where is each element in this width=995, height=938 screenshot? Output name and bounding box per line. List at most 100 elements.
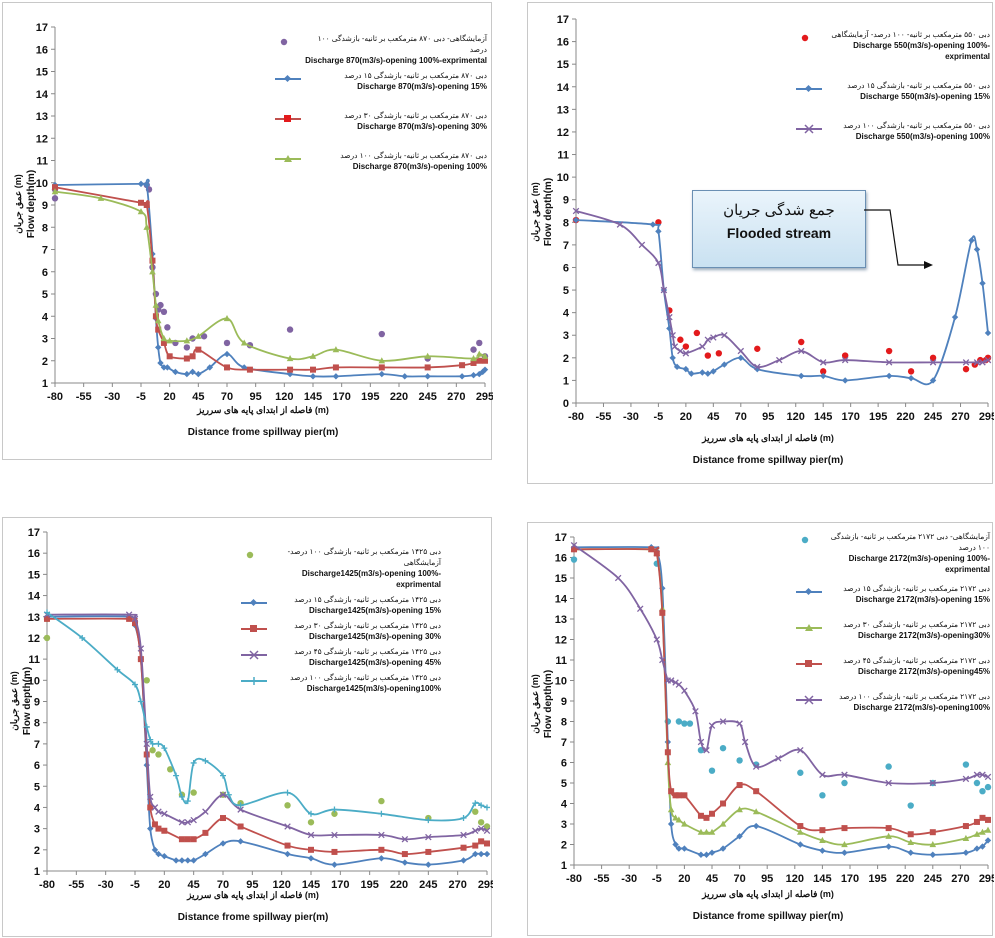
data-point: [157, 301, 164, 309]
x-axis-label-en: Distance frome spillway pier(m): [177, 912, 329, 923]
legend-item: دبی ۲۱۷۲ مترمکعب بر ثانیه- بازشدگی ۱۰۰ د…: [796, 691, 990, 713]
series-marker: [885, 843, 892, 850]
series-marker: [819, 836, 826, 843]
y-tick-label: 14: [36, 89, 49, 101]
x-tick-label: -5: [130, 879, 140, 891]
data-point: [979, 788, 986, 795]
x-tick-label: 20: [680, 411, 692, 423]
series-marker: [378, 846, 385, 853]
series-marker: [703, 851, 710, 858]
data-point: [962, 761, 970, 768]
data-point: [143, 677, 150, 684]
legend-en: Discharge1425(m3/s)-opening 100%-exprime…: [301, 569, 441, 589]
series: [52, 184, 488, 373]
x-tick-label: -30: [623, 411, 639, 423]
y-tick-label: 12: [557, 127, 569, 139]
y-tick-label: 7: [561, 737, 567, 749]
series-marker: [284, 850, 291, 858]
series-marker: [195, 370, 202, 378]
chart-panel-870: 1 2 3 4 5 6 7 8 9 10 11 12 13 14 15 16 17 -80 -55 -30 -5 20 45…: [2, 2, 493, 460]
series-marker: [973, 246, 981, 253]
y-axis-label-en: Flow depth(m): [543, 669, 554, 739]
x-tick-label: 70: [735, 411, 747, 423]
legend-symbol-scatter: [801, 536, 809, 544]
series-marker: [667, 677, 675, 684]
series: [44, 609, 490, 824]
y-tick-label: 14: [557, 82, 570, 94]
series-marker: [219, 840, 227, 847]
legend-en: Discharge1425(m3/s)-opening100%: [306, 684, 441, 693]
legend-symbol-line: [241, 650, 267, 660]
series-marker: [378, 855, 385, 862]
legend-fa: دبی ۲۱۷۲ مترمکعب بر ثانیه- بازشدگی ۴۵ در…: [843, 656, 990, 665]
series-marker: [697, 828, 705, 835]
series-marker: [682, 350, 690, 357]
series-marker: [962, 359, 970, 366]
x-tick-label: -55: [68, 879, 84, 891]
series-marker: [132, 620, 138, 627]
legend-en: Discharge 2172(m3/s)-opening45%: [857, 667, 990, 676]
series-marker: [659, 585, 666, 592]
series-marker: [929, 841, 937, 848]
x-tick-label: 20: [158, 879, 170, 891]
x-tick-label: 295: [979, 411, 994, 423]
series-marker: [841, 841, 848, 848]
series-marker: [237, 806, 244, 813]
series-marker: [378, 357, 386, 364]
series-marker: [401, 851, 408, 858]
series-marker: [223, 314, 231, 322]
series-marker: [819, 827, 826, 834]
series-marker: [484, 840, 490, 847]
y-tick-label: 10: [557, 172, 569, 184]
chart-legend: دبی ۱۴۲۵ مترمکعب بر ثانیه- بازشدگی ۱۰۰ د…: [241, 546, 441, 698]
series-marker: [472, 827, 479, 835]
y-axis-label-fa: عمق جریان (m): [530, 182, 540, 242]
series-marker: [962, 834, 970, 841]
legend-symbol-line: [796, 695, 822, 705]
series-marker: [572, 216, 580, 224]
series-marker: [984, 329, 992, 337]
series-marker: [138, 199, 144, 206]
x-tick-label: 95: [250, 391, 262, 403]
series-marker: [669, 354, 676, 362]
legend-en: Discharge 550(m3/s)-opening 100%: [855, 132, 990, 141]
data-point: [286, 326, 294, 333]
y-tick-label: 17: [36, 22, 48, 34]
series-marker: [655, 259, 662, 267]
x-tick-label: 95: [246, 879, 258, 891]
y-tick-label: 2: [42, 356, 48, 368]
y-tick-label: 15: [36, 67, 48, 79]
x-tick-label: 245: [924, 873, 942, 885]
series-marker: [962, 823, 969, 830]
x-tick-label: 295: [476, 391, 493, 403]
series-marker: [223, 350, 231, 358]
y-tick-label: 10: [28, 675, 40, 687]
legend-fa: دبی ۲۱۷۲ مترمکعب بر ثانیه- بازشدگی ۱۵ در…: [843, 584, 990, 593]
series-marker: [143, 723, 150, 730]
series-marker: [483, 850, 491, 858]
series-marker: [984, 826, 992, 833]
legend-en: Discharge 2172(m3/s)-opening 15%: [855, 595, 990, 604]
y-tick-label: 4: [563, 308, 570, 320]
flooded-stream-callout: جمع شدگی جریان Flooded stream: [692, 190, 866, 268]
series-marker: [614, 574, 622, 582]
series-marker: [151, 821, 158, 828]
x-tick-label: 145: [813, 873, 831, 885]
series-marker: [470, 355, 477, 362]
series-marker: [481, 366, 489, 373]
data-point: [378, 797, 385, 805]
x-tick-label: 95: [762, 411, 774, 423]
series-marker: [219, 791, 227, 798]
legend-item: دبی ۵۵۰ مترمکعب بر ثانیه- بازشدگی ۱۵ درص…: [796, 80, 990, 102]
legend-item: دبی ۵۵۰ مترمکعب بر ثانیه- ۱۰۰ درصد- آزما…: [796, 29, 990, 62]
series-marker: [143, 740, 150, 748]
series-marker: [178, 836, 185, 843]
x-tick-label: 45: [188, 879, 200, 891]
series-marker: [172, 368, 179, 376]
series-marker: [152, 313, 159, 320]
series-marker: [378, 364, 385, 371]
series-marker: [378, 831, 385, 839]
series-marker: [483, 827, 491, 835]
series-marker: [653, 636, 661, 643]
